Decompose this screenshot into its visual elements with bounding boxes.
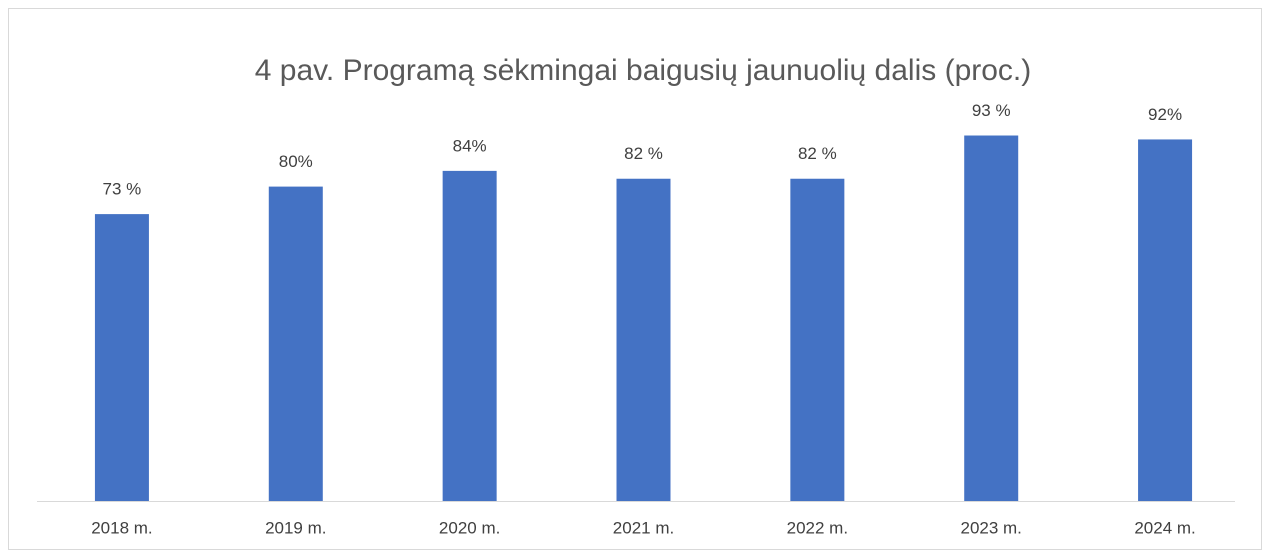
bar xyxy=(790,178,845,502)
data-label: 93 % xyxy=(972,101,1011,120)
bar xyxy=(268,186,323,501)
x-tick-label: 2021 m. xyxy=(613,518,674,537)
chart-title: 4 pav. Programą sėkmingai baigusių jaunu… xyxy=(255,54,1032,87)
data-label: 82 % xyxy=(798,144,837,163)
data-label: 80% xyxy=(279,152,313,171)
x-tick-label: 2020 m. xyxy=(439,518,500,537)
data-label: 84% xyxy=(453,136,487,155)
bar xyxy=(94,214,149,502)
x-tick-label: 2019 m. xyxy=(265,518,326,537)
data-label: 92% xyxy=(1148,105,1182,124)
data-label: 73 % xyxy=(103,180,142,199)
bar xyxy=(964,135,1019,501)
data-label: 82 % xyxy=(624,144,663,163)
x-tick-label: 2018 m. xyxy=(91,518,152,537)
x-tick-label: 2024 m. xyxy=(1134,518,1195,537)
bar xyxy=(442,170,497,501)
bar xyxy=(1138,139,1193,501)
x-tick-label: 2023 m. xyxy=(960,518,1021,537)
x-tick-label: 2022 m. xyxy=(787,518,848,537)
bar xyxy=(616,178,671,502)
